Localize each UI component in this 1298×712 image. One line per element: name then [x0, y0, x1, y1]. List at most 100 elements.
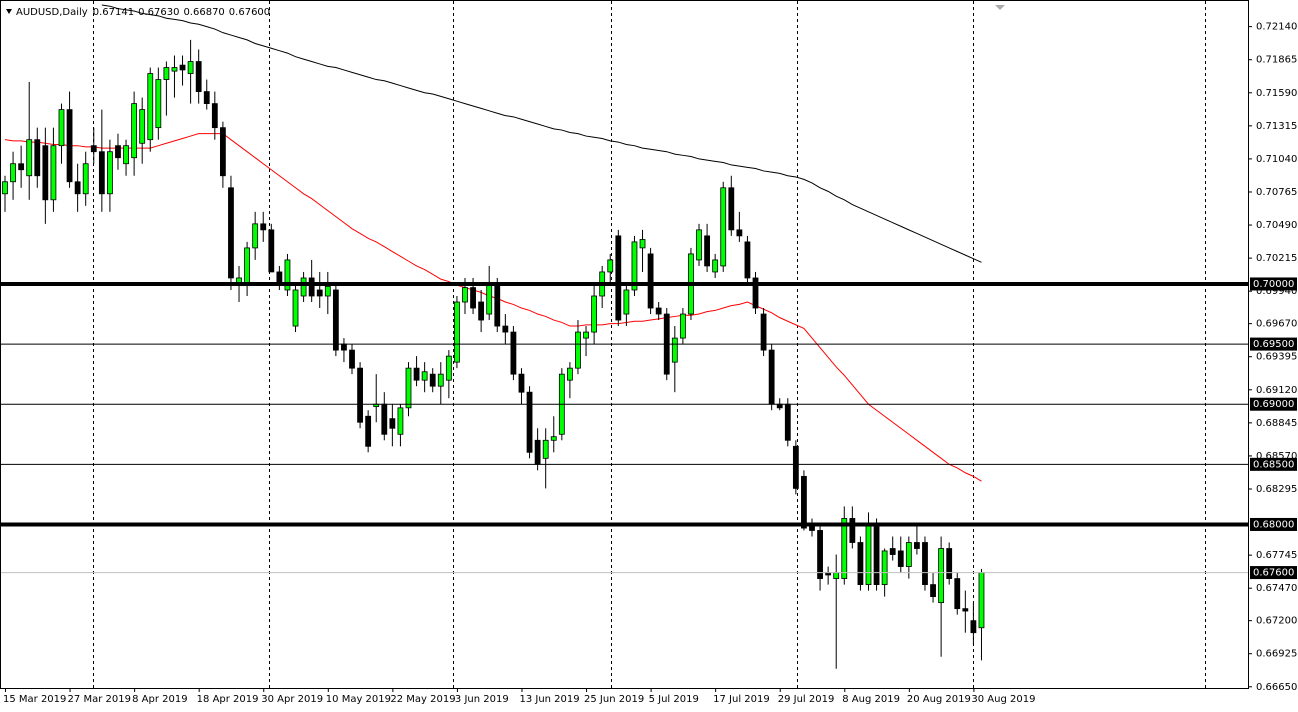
- candle-body: [421, 371, 428, 381]
- candle-body: [2, 181, 8, 195]
- header-arrow: [6, 9, 12, 14]
- candle-body: [792, 445, 799, 489]
- candle-body: [155, 79, 162, 129]
- y-tick-label: 0.71865: [1256, 55, 1297, 66]
- level-label: 0.68500: [1253, 459, 1294, 470]
- candle-body: [349, 349, 355, 369]
- y-tick-label: 0.69395: [1256, 352, 1297, 363]
- y-tick-label: 0.71590: [1256, 88, 1297, 99]
- candle-body: [90, 145, 97, 153]
- candle-body: [494, 283, 501, 327]
- candle-body: [841, 518, 848, 579]
- candle-body: [720, 187, 727, 267]
- candle-body: [768, 349, 775, 405]
- level-label-box: [1250, 397, 1297, 411]
- candle-body: [696, 229, 702, 261]
- candle-body: [115, 145, 121, 159]
- level-label: 0.70000: [1253, 279, 1294, 290]
- candle-body: [300, 277, 307, 297]
- y-tick-label: 0.69120: [1256, 385, 1297, 396]
- y-tick-label: 0.71040: [1256, 154, 1297, 165]
- candle-body: [671, 337, 678, 363]
- candle-body: [542, 439, 549, 459]
- candle-body: [10, 163, 16, 183]
- candle-body: [228, 187, 234, 279]
- candle-body: [139, 109, 146, 144]
- moving-average: [4, 133, 982, 482]
- candle-body: [252, 223, 259, 249]
- y-tick-label: 0.68295: [1256, 484, 1297, 495]
- x-tick-label: 15 Mar 2019: [3, 694, 66, 705]
- candle-body: [405, 367, 412, 409]
- candle-body: [341, 343, 347, 351]
- candle-body: [954, 578, 961, 610]
- candle-body: [486, 283, 493, 315]
- candle-body: [607, 259, 614, 273]
- candle-body: [462, 287, 468, 303]
- y-tick-label: 0.67745: [1256, 550, 1297, 561]
- candle-body: [922, 542, 928, 585]
- y-tick-label: 0.68845: [1256, 418, 1297, 429]
- candle-body: [526, 391, 533, 453]
- x-tick-label: 25 Jun 2019: [584, 694, 644, 705]
- level-label: 0.68000: [1253, 519, 1294, 530]
- y-tick-label: 0.72140: [1256, 22, 1297, 33]
- level-label-box: [1250, 566, 1297, 580]
- candle-body: [881, 550, 888, 585]
- candle-body: [865, 524, 872, 585]
- y-tick-label: 0.67200: [1256, 616, 1297, 627]
- candle-body: [752, 277, 759, 309]
- y-tick-label: 0.70765: [1256, 187, 1297, 198]
- candle-body: [195, 61, 202, 92]
- candle-body: [470, 287, 476, 309]
- candle-body: [776, 403, 783, 409]
- y-tick-label: 0.66650: [1256, 682, 1297, 693]
- candle-body: [187, 61, 194, 74]
- candle-body: [42, 145, 49, 201]
- candle-body: [244, 247, 251, 285]
- shift-marker: [995, 5, 1005, 10]
- candle-body: [445, 355, 452, 381]
- candle-body: [970, 620, 977, 634]
- candle-body: [631, 241, 638, 291]
- level-label: 0.67600: [1253, 568, 1294, 579]
- candle-body: [397, 407, 404, 435]
- candle-body: [74, 181, 81, 195]
- candle-body: [332, 289, 339, 351]
- x-tick-label: 30 Apr 2019: [261, 694, 323, 705]
- candle-body: [591, 295, 598, 333]
- candle-body: [897, 550, 904, 567]
- candle-body: [679, 313, 686, 339]
- candle-body: [131, 103, 138, 159]
- x-tick-label: 22 May 2019: [390, 694, 455, 705]
- candle-body: [655, 307, 662, 315]
- candle-body: [478, 301, 485, 321]
- header-close: 0.67600: [229, 7, 270, 18]
- candle-body: [567, 367, 573, 381]
- x-tick-label: 27 Mar 2019: [68, 694, 131, 705]
- candle-body: [219, 127, 226, 177]
- candle-body: [98, 151, 105, 195]
- candle-body: [365, 415, 372, 447]
- candle-body: [381, 403, 388, 435]
- symbol: AUDUSD,Daily: [16, 7, 88, 18]
- candle-body: [712, 259, 719, 273]
- x-tick-label: 5 Jul 2019: [649, 694, 699, 705]
- x-tick-label: 29 Jul 2019: [778, 694, 835, 705]
- candle-body: [938, 548, 945, 604]
- candle-body: [615, 235, 622, 321]
- candle-body: [978, 572, 985, 629]
- candle-body: [728, 187, 735, 231]
- level-label-box: [1250, 277, 1297, 291]
- candle-body: [502, 325, 509, 333]
- candle-body: [575, 331, 581, 369]
- x-tick-label: 20 Aug 2019: [907, 694, 971, 705]
- candle-body: [26, 139, 33, 177]
- header-open: 0.67141: [93, 7, 134, 18]
- x-tick-label: 3 Jun 2019: [455, 694, 509, 705]
- candle-body: [260, 223, 267, 231]
- candle-body: [946, 548, 953, 579]
- candle-body: [744, 241, 751, 279]
- candle-body: [324, 285, 331, 297]
